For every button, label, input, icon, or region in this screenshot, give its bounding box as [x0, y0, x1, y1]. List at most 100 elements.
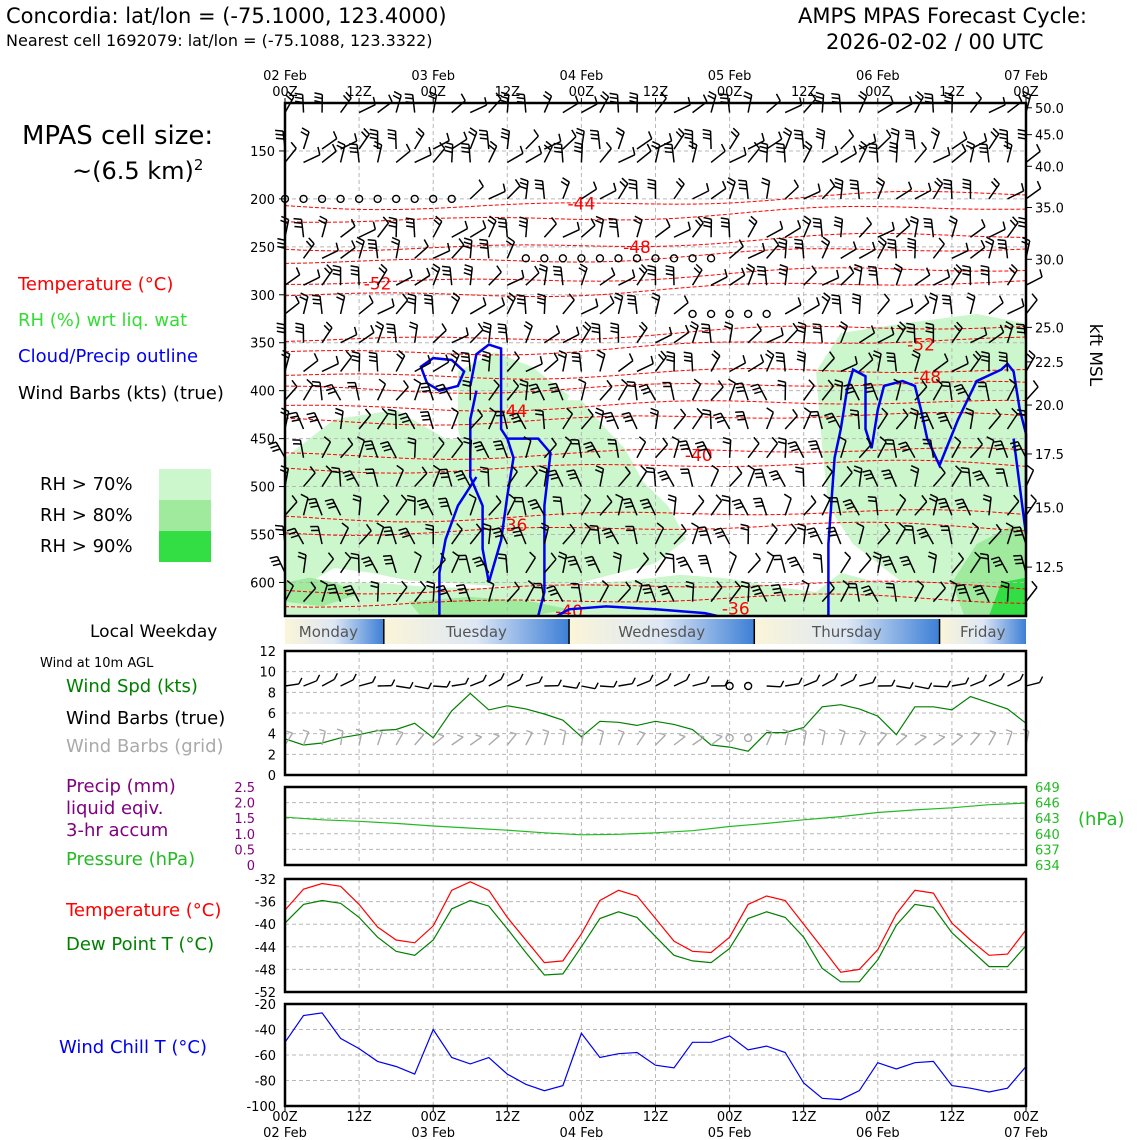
wind-barb	[340, 333, 357, 344]
wind-barb	[543, 558, 557, 574]
wind-barb	[840, 363, 858, 373]
wind-barb-flag	[327, 552, 335, 560]
wind-barb	[506, 131, 511, 150]
wind-barb-flag	[587, 448, 596, 453]
wind-barb-flag	[550, 476, 559, 480]
wind-barb	[709, 131, 712, 150]
wind-barb-flag	[498, 331, 507, 334]
wind-barb-flag	[846, 465, 853, 474]
wind-barb-flag	[713, 349, 721, 357]
wind-barb	[413, 383, 422, 401]
wind-barb-flag	[439, 472, 448, 475]
wind-barb-flag	[934, 180, 942, 188]
wind-barb-flag	[793, 179, 800, 188]
wind-barb-flag	[295, 326, 304, 330]
wind-barb-flag	[642, 390, 651, 395]
date-tick-label: 05 Feb	[708, 1126, 752, 1140]
wind-barb-flag	[512, 379, 520, 387]
data-point	[580, 932, 584, 936]
wind-barb-flag	[721, 494, 730, 499]
wind-barb-flag	[771, 523, 778, 531]
wind-barb-flag	[529, 502, 538, 507]
grid-wind-barb	[617, 731, 625, 746]
wind-barb-flag	[794, 246, 803, 250]
wind-barb-flag	[924, 96, 933, 100]
wind-barb-flag	[460, 351, 469, 355]
wind-barb-flag	[1017, 413, 1026, 416]
wind-barb-flag	[923, 221, 932, 225]
wind-barb-flag	[326, 264, 333, 271]
wind-barb-flag	[862, 469, 871, 473]
wind-barb-flag	[535, 187, 544, 190]
wind-barb-flag	[457, 587, 466, 591]
wind-barb	[969, 296, 976, 315]
wind-barb-flag	[634, 579, 643, 586]
pressure-tick-label: 634	[1035, 859, 1060, 874]
data-point	[320, 882, 324, 886]
wind-barb	[356, 144, 360, 163]
data-point	[339, 902, 343, 906]
wind-barb-flag	[702, 94, 708, 103]
wind-barb	[691, 500, 705, 516]
wind-barb-flag	[812, 323, 821, 326]
grid-wind-barb-flag	[938, 734, 946, 738]
wind-barb-flag	[342, 584, 352, 589]
wind-barb-flag	[567, 559, 576, 563]
wind-barb	[414, 472, 428, 488]
data-point	[839, 980, 843, 984]
wind-barb	[766, 138, 783, 150]
grid-wind-barb	[469, 736, 483, 746]
data-point	[339, 1037, 343, 1041]
pressure-tick-label: 450	[250, 433, 275, 448]
wind-barb-flag	[734, 580, 741, 588]
wind-barb-flag	[328, 505, 337, 510]
wind-barb-flag	[1000, 580, 1009, 585]
wind-barb-flag	[797, 523, 806, 527]
wind-barb	[673, 679, 687, 687]
wind-barb-flag	[907, 181, 913, 190]
wind-barb	[395, 299, 409, 315]
wind-barb	[840, 585, 850, 602]
wind-barb	[302, 587, 317, 603]
wind-barb	[599, 685, 614, 688]
wind-barb	[284, 302, 300, 315]
wind-barb-flag	[332, 272, 341, 276]
data-point	[950, 921, 954, 925]
wind-barb	[525, 180, 529, 199]
wind-barb	[705, 555, 712, 574]
wind-barb-flag	[1014, 533, 1023, 537]
height-tick-label: 12.5	[1035, 561, 1064, 576]
wind-barb	[906, 556, 916, 574]
wind-barb	[951, 470, 962, 487]
wind-barb	[821, 498, 831, 516]
wind-barb-flag	[488, 144, 496, 151]
wind-barb	[653, 468, 657, 487]
wind-barb	[321, 327, 333, 344]
wind-barb-flag	[298, 677, 303, 685]
wind-barb-flag	[511, 416, 520, 420]
wind-barb	[562, 181, 570, 200]
wind-barb-flag	[355, 240, 364, 246]
wind-barb	[747, 221, 758, 238]
wind-barb-flag	[844, 551, 851, 559]
wind-barb-flag	[625, 505, 634, 509]
wind-barb	[911, 526, 916, 545]
wind-barb	[673, 104, 691, 114]
wind-barb	[803, 190, 821, 200]
wind-barb-flag	[941, 385, 951, 388]
wind-barb-flag	[730, 131, 738, 138]
wind-barb-flag	[512, 530, 521, 534]
wind-barb-flag	[811, 265, 818, 273]
wind-barb	[986, 144, 990, 163]
wind-barb-flag	[759, 145, 768, 150]
height-tick-label: 30.0	[1035, 253, 1064, 268]
wind-barb	[300, 219, 305, 238]
wind-barb-flag	[349, 150, 359, 154]
temperature-tick-label: -32	[255, 873, 276, 888]
grid-wind-barb-flag	[678, 733, 686, 738]
wind-barb	[479, 556, 490, 574]
wind-barb-flag	[591, 330, 600, 334]
wind-barb-flag	[517, 302, 526, 305]
wind-barb-flag	[778, 437, 787, 441]
wind-barb-flag	[716, 580, 723, 588]
